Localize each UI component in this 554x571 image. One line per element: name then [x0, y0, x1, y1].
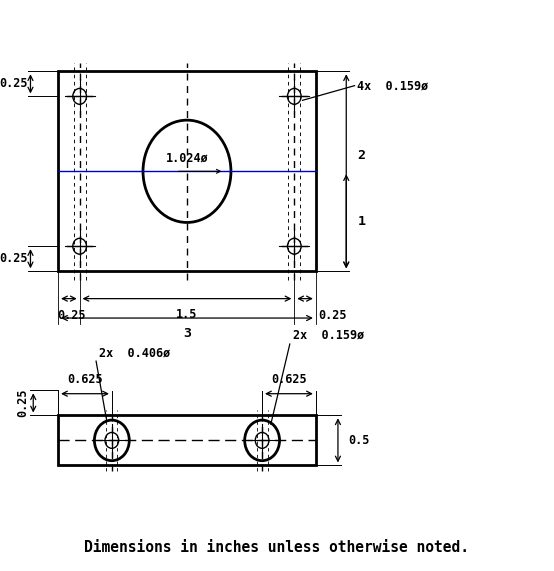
Text: 0.5: 0.5	[348, 434, 370, 447]
Text: 3: 3	[183, 327, 191, 340]
Text: 1.024ø: 1.024ø	[166, 151, 208, 164]
Text: 0.25: 0.25	[0, 77, 28, 90]
Text: 2x  0.159ø: 2x 0.159ø	[293, 328, 364, 341]
Text: 0.25: 0.25	[319, 309, 347, 322]
Text: 0.625: 0.625	[271, 373, 307, 386]
Text: 0.25: 0.25	[16, 389, 29, 417]
Text: 0.25: 0.25	[0, 252, 28, 266]
Text: 2: 2	[357, 149, 365, 162]
Text: 4x  0.159ø: 4x 0.159ø	[357, 79, 429, 92]
Text: 0.25: 0.25	[57, 309, 85, 322]
Text: Dimensions in inches unless otherwise noted.: Dimensions in inches unless otherwise no…	[85, 540, 469, 554]
Text: 1: 1	[357, 215, 365, 228]
Text: 2x  0.406ø: 2x 0.406ø	[99, 347, 170, 360]
Text: 1.5: 1.5	[176, 308, 198, 321]
Text: 0.625: 0.625	[67, 373, 103, 386]
